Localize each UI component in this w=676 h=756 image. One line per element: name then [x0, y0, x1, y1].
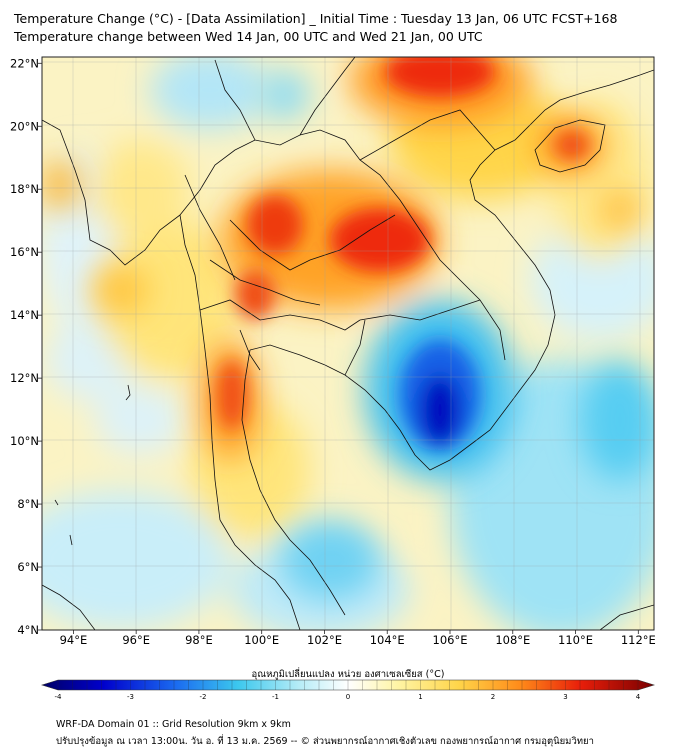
lon-tick-label: 102°E: [307, 633, 342, 647]
lon-tick-label: 98°E: [185, 633, 213, 647]
colorbar-tick-label: -4: [55, 693, 63, 701]
lon-tick-label: 100°E: [244, 633, 279, 647]
lat-tick-label: 20°N: [10, 119, 39, 133]
lon-tick-label: 94°E: [60, 633, 88, 647]
colorbar-tick-label: -3: [127, 693, 134, 701]
lon-tick-label: 104°E: [370, 633, 405, 647]
update-credit: ปรับปรุงข้อมูล ณ เวลา 13:00น. วัน อ. ที่…: [56, 736, 594, 747]
lat-tick-label: 6°N: [17, 560, 39, 574]
lon-tick-label: 106°E: [433, 633, 468, 647]
map-subtitle: Temperature change between Wed 14 Jan, 0…: [14, 29, 483, 44]
lon-tick-label: 110°E: [558, 633, 593, 647]
colorbar-tick-label: 0: [346, 693, 350, 701]
colorbar-label: อุณหภูมิเปลี่ยนแปลง หน่วย องศาเซลเซียส (…: [252, 667, 445, 680]
lat-tick-label: 22°N: [10, 56, 39, 70]
colorbar-tick-label: 1: [418, 693, 422, 701]
colorbar-tick-label: 4: [636, 693, 641, 701]
map-frame: [41, 56, 655, 631]
colorbar-tick-label: 2: [491, 693, 495, 701]
lat-tick-label: 16°N: [10, 245, 39, 259]
coastlines-and-borders: [42, 57, 654, 630]
lat-tick-label: 18°N: [10, 182, 39, 196]
temperature-field: [42, 57, 654, 630]
lat-tick-label: 12°N: [10, 371, 39, 385]
model-info: WRF-DA Domain 01 :: Grid Resolution 9km …: [56, 719, 291, 730]
lat-tick-label: 14°N: [10, 308, 39, 322]
lat-tick-label: 4°N: [17, 623, 39, 637]
colorbar-tick-label: -2: [200, 693, 207, 701]
map-title: Temperature Change (°C) - [Data Assimila…: [14, 11, 618, 26]
lon-tick-label: 96°E: [122, 633, 150, 647]
lon-tick-label: 112°E: [621, 633, 656, 647]
lat-tick-label: 8°N: [17, 497, 39, 511]
lon-tick-label: 108°E: [495, 633, 530, 647]
colorbar-tick-label: 3: [563, 693, 567, 701]
colorbar-tick-label: -1: [272, 693, 279, 701]
lat-tick-label: 10°N: [10, 434, 39, 448]
gridlines: [42, 57, 654, 630]
